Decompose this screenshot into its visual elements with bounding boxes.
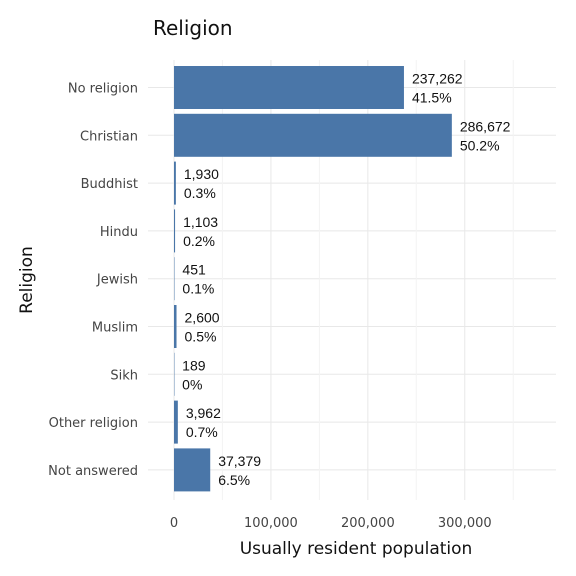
bar bbox=[174, 448, 211, 492]
y-axis-title: Religion bbox=[17, 246, 37, 314]
x-tick-label: 300,000 bbox=[438, 516, 492, 531]
bar bbox=[174, 305, 177, 348]
y-tick-label: No religion bbox=[68, 82, 138, 97]
percent-label: 41.5% bbox=[412, 90, 452, 106]
y-tick-label: Sikh bbox=[110, 368, 138, 383]
percent-label: 6.5% bbox=[218, 472, 250, 488]
percent-label: 0% bbox=[182, 376, 202, 392]
value-label: 1,930 bbox=[184, 166, 219, 182]
value-label: 237,262 bbox=[412, 71, 463, 87]
y-tick-label: Other religion bbox=[49, 416, 138, 431]
percent-label: 50.2% bbox=[460, 137, 500, 153]
percent-label: 0.7% bbox=[186, 424, 218, 440]
bar bbox=[174, 400, 178, 444]
x-tick-label: 100,000 bbox=[244, 516, 298, 531]
y-tick-label: Hindu bbox=[100, 225, 138, 240]
chart-title: Religion bbox=[153, 16, 233, 40]
value-label: 2,600 bbox=[185, 310, 220, 326]
value-label: 3,962 bbox=[186, 405, 221, 421]
y-tick-labels: No religion Christian Buddhist Hindu Jewish M… bbox=[48, 82, 138, 479]
percent-label: 0.5% bbox=[185, 329, 217, 345]
percent-label: 0.2% bbox=[183, 233, 215, 249]
percent-label: 0.3% bbox=[184, 185, 216, 201]
y-tick-label: Buddhist bbox=[81, 177, 138, 192]
x-tick-label: 200,000 bbox=[341, 516, 395, 531]
data-labels: 237,262 41.5% 286,672 50.2% 1,930 0.3% 1,103 0.… bbox=[182, 71, 510, 488]
x-tick-labels: 0 100,000 200,000 300,000 bbox=[170, 516, 492, 531]
value-label: 286,672 bbox=[460, 118, 511, 134]
bar bbox=[174, 209, 176, 253]
bar bbox=[174, 66, 404, 109]
value-label: 189 bbox=[182, 357, 206, 373]
bar bbox=[174, 161, 176, 205]
x-tick-label: 0 bbox=[170, 516, 178, 531]
y-tick-label: Not answered bbox=[48, 464, 138, 479]
y-tick-label: Muslim bbox=[92, 321, 138, 336]
value-label: 451 bbox=[182, 262, 206, 278]
value-label: 1,103 bbox=[183, 214, 218, 230]
y-tick-label: Christian bbox=[80, 129, 138, 144]
y-tick-label: Jewish bbox=[96, 273, 138, 288]
bars-group bbox=[174, 66, 452, 492]
bar bbox=[174, 113, 452, 157]
value-label: 37,379 bbox=[218, 453, 261, 469]
x-axis-title: Usually resident population bbox=[240, 539, 473, 559]
percent-label: 0.1% bbox=[182, 281, 214, 297]
